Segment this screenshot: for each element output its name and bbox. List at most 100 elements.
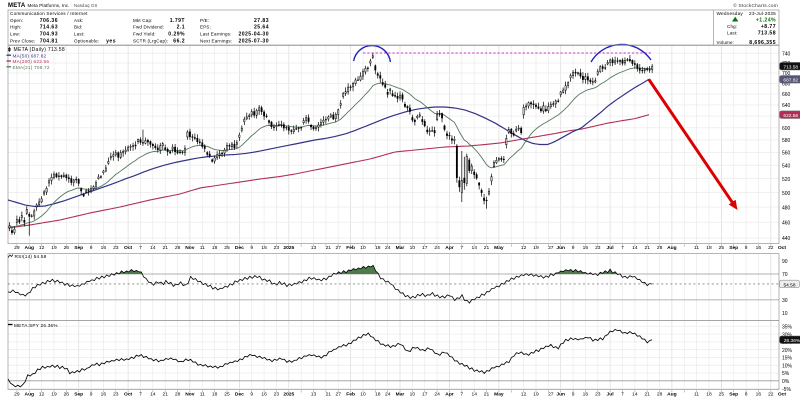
svg-text:Oct: Oct (124, 245, 133, 251)
svg-text:Aug: Aug (25, 245, 35, 251)
svg-text:META:SPY 26.36%: META:SPY 26.36% (14, 323, 58, 328)
svg-text:11: 11 (200, 245, 205, 251)
svg-text:14: 14 (150, 245, 156, 251)
svg-text:687.82: 687.82 (783, 78, 798, 84)
svg-text:9: 9 (250, 245, 253, 251)
svg-text:16: 16 (756, 391, 762, 397)
svg-text:26.36%: 26.36% (784, 338, 800, 344)
svg-text:Feb: Feb (346, 245, 355, 251)
svg-text:25: 25 (224, 391, 230, 397)
svg-text:16: 16 (583, 391, 589, 397)
svg-text:21: 21 (162, 391, 168, 397)
svg-text:14: 14 (632, 245, 638, 251)
svg-text:RSI(14) 54.58: RSI(14) 54.58 (15, 254, 47, 259)
svg-text:66.2: 66.2 (173, 38, 185, 44)
svg-text:704.81: 704.81 (40, 38, 58, 44)
svg-text:7: 7 (621, 391, 624, 397)
svg-text:10: 10 (410, 391, 416, 397)
svg-text:19: 19 (533, 245, 539, 251)
svg-text:Sep: Sep (729, 391, 738, 397)
svg-text:28: 28 (657, 391, 663, 397)
svg-text:18: 18 (706, 245, 712, 251)
svg-text:7: 7 (621, 245, 624, 251)
svg-text:19: 19 (533, 391, 539, 397)
svg-text:12: 12 (39, 391, 45, 397)
svg-text:May: May (494, 245, 504, 251)
svg-text:25: 25 (224, 245, 230, 251)
svg-text:2025-04-30: 2025-04-30 (238, 31, 269, 37)
svg-text:10: 10 (410, 245, 416, 251)
svg-text:19: 19 (51, 245, 57, 251)
svg-text:7: 7 (460, 391, 463, 397)
svg-text:EPS:: EPS: (200, 25, 211, 30)
svg-text:Jun: Jun (556, 391, 565, 397)
svg-text:9: 9 (90, 391, 93, 397)
svg-text:High:: High: (10, 25, 22, 30)
svg-text:Aug: Aug (25, 391, 35, 397)
svg-text:META: META (8, 3, 26, 9)
svg-text:Fwd Yield:: Fwd Yield: (133, 31, 156, 36)
svg-text:Mkt Cap:: Mkt Cap: (133, 18, 153, 23)
svg-text:-5%: -5% (782, 387, 791, 393)
svg-text:30: 30 (782, 298, 788, 304)
svg-text:18: 18 (212, 391, 218, 397)
svg-text:22: 22 (768, 391, 774, 397)
svg-text:25: 25 (719, 391, 725, 397)
svg-text:23: 23 (274, 391, 280, 397)
svg-text:Prev Close:: Prev Close: (10, 38, 35, 43)
svg-text:MA(200) 622.56: MA(200) 622.56 (13, 59, 50, 64)
svg-text:Optionable:: Optionable: (74, 38, 99, 43)
svg-text:Sep: Sep (74, 391, 83, 397)
svg-text:Oct: Oct (778, 245, 787, 251)
svg-text:18: 18 (706, 391, 712, 397)
svg-text:540: 540 (782, 163, 791, 169)
svg-text:12: 12 (39, 245, 45, 251)
svg-text:23: 23 (274, 245, 280, 251)
svg-text:Jun: Jun (556, 245, 565, 251)
svg-text:Jul: Jul (607, 391, 615, 397)
svg-text:17: 17 (422, 391, 428, 397)
svg-text:26: 26 (64, 245, 70, 251)
svg-text:0.29%: 0.29% (168, 31, 185, 37)
svg-text:+1.24%: +1.24% (756, 18, 776, 24)
svg-text:21: 21 (484, 245, 490, 251)
svg-text:23: 23 (113, 391, 119, 397)
svg-text:SCTR (LrgCap):: SCTR (LrgCap): (133, 38, 168, 43)
svg-text:24: 24 (434, 245, 440, 251)
svg-text:54.58: 54.58 (783, 282, 795, 288)
svg-text:714.63: 714.63 (40, 25, 58, 31)
svg-text:7: 7 (139, 245, 142, 251)
svg-text:12: 12 (521, 245, 527, 251)
svg-text:May: May (494, 391, 504, 397)
svg-text:Apr: Apr (445, 245, 454, 251)
svg-text:27: 27 (548, 245, 554, 251)
svg-text:Oct: Oct (124, 391, 133, 397)
svg-text:580: 580 (782, 138, 791, 144)
svg-text:Ask:: Ask: (74, 18, 84, 23)
svg-text:704.93: 704.93 (40, 31, 58, 37)
svg-text:Dec: Dec (235, 391, 244, 397)
svg-text:14: 14 (471, 391, 477, 397)
svg-text:Mar: Mar (396, 391, 405, 397)
svg-text:9: 9 (572, 245, 575, 251)
svg-text:10: 10 (360, 391, 366, 397)
svg-text:16: 16 (583, 245, 589, 251)
svg-text:Feb: Feb (346, 391, 355, 397)
svg-text:Jul: Jul (607, 245, 615, 251)
svg-text:480: 480 (782, 205, 791, 211)
svg-text:520: 520 (782, 177, 791, 183)
svg-text:11: 11 (694, 245, 699, 251)
svg-text:640: 640 (782, 103, 791, 109)
svg-text:MA(50) 687.82: MA(50) 687.82 (13, 53, 47, 58)
svg-text:26: 26 (64, 391, 70, 397)
svg-text:16: 16 (101, 245, 107, 251)
svg-text:24: 24 (434, 391, 440, 397)
svg-text:13: 13 (311, 391, 317, 397)
svg-text:21: 21 (644, 245, 650, 251)
svg-text:Aug: Aug (667, 245, 677, 251)
svg-text:500: 500 (782, 191, 791, 197)
svg-text:28: 28 (175, 391, 181, 397)
svg-text:713.58: 713.58 (783, 65, 798, 71)
svg-text:440: 440 (782, 236, 791, 242)
svg-text:Wednesday: Wednesday (717, 11, 744, 16)
